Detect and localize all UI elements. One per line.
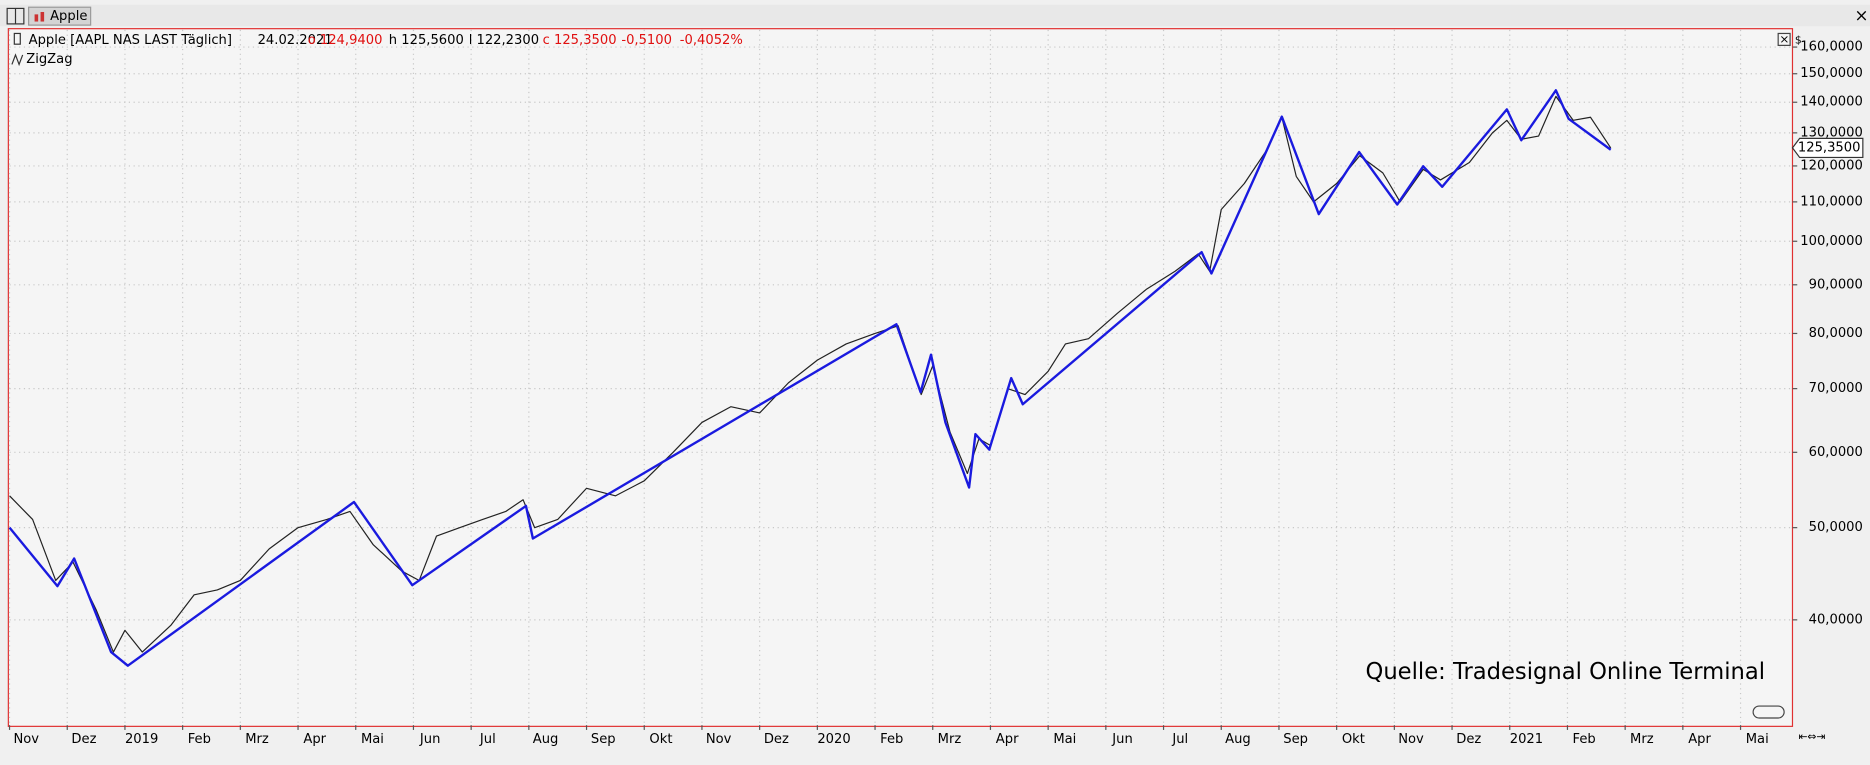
y-tick-label: 90,0000: [1809, 277, 1863, 292]
last-price-label: 125,3500: [1798, 140, 1861, 155]
x-tick-label: Apr: [996, 732, 1019, 747]
x-tick-label: Aug: [1225, 732, 1251, 747]
y-tick-label: 80,0000: [1809, 326, 1863, 341]
x-tick-label: Jul: [479, 732, 496, 747]
legend-series: Apple [AAPL NAS LAST Täglich]: [29, 33, 232, 48]
title-bar: [0, 4, 1870, 27]
legend-open: o 124,9400: [308, 33, 383, 48]
close-button[interactable]: ×: [1854, 6, 1868, 25]
legend-change-pct: -0,4052%: [680, 33, 743, 48]
x-tick-label: Sep: [591, 732, 616, 747]
y-tick-label: 150,0000: [1800, 66, 1863, 81]
x-tick-label: Okt: [649, 732, 672, 747]
y-tick-label: 130,0000: [1800, 125, 1863, 140]
legend-date: 24.02.2021: [258, 33, 333, 48]
x-tick-label: Jun: [419, 732, 440, 747]
marks: [8, 89, 1612, 667]
x-tick-label: Sep: [1283, 732, 1308, 747]
x-tick-label: Aug: [533, 732, 559, 747]
tab-icon: [34, 14, 39, 22]
x-tick-label: Mai: [1053, 732, 1076, 747]
x-tick-label: Dez: [764, 732, 789, 747]
x-tick-label: Feb: [1573, 732, 1596, 747]
x-tick-label: Nov: [13, 732, 39, 747]
candle-icon: [13, 32, 21, 45]
x-tick-label: Feb: [880, 732, 903, 747]
last-price-box: [1791, 137, 1864, 159]
legend-close: c 125,3500: [543, 33, 617, 48]
x-tick-label: Nov: [1398, 732, 1424, 747]
close-plot-x[interactable]: ×: [1779, 32, 1789, 46]
y-tick-label: 120,0000: [1800, 158, 1863, 173]
annotation: Quelle: Tradesignal Online Terminal: [1366, 659, 1766, 685]
y-tick-label: 140,0000: [1800, 95, 1863, 110]
legend-zigzag: ZigZag: [26, 52, 72, 67]
x-tick-label: Nov: [706, 732, 732, 747]
y-tick-label: 160,0000: [1800, 40, 1863, 55]
plot-area: [7, 28, 1794, 727]
x-tick-label: Mrz: [245, 732, 269, 747]
y-tick-label: 50,0000: [1809, 520, 1863, 535]
y-unit: $: [1795, 34, 1802, 47]
tab-icon: [40, 11, 45, 22]
close-plot[interactable]: [1777, 32, 1791, 46]
x-tick-label: 2020: [817, 732, 850, 747]
x-tick-label: Jun: [1111, 732, 1132, 747]
legend-change: -0,5100: [621, 33, 672, 48]
legend-low: l 122,2300: [469, 33, 539, 48]
x-tick-label: Okt: [1342, 732, 1365, 747]
y-tick-label: 60,0000: [1809, 445, 1863, 460]
x-tick-label: Mrz: [938, 732, 962, 747]
y-tick-label: 110,0000: [1800, 194, 1863, 209]
nav-arrows[interactable]: ⇤⇔⇥: [1798, 730, 1825, 743]
x-tick-label: Jul: [1171, 732, 1188, 747]
x-tick-label: Mai: [361, 732, 384, 747]
x-tick-label: Dez: [1456, 732, 1481, 747]
y-tick-label: 100,0000: [1800, 234, 1863, 249]
legend-high: h 125,5600: [389, 33, 464, 48]
y-tick-label: 70,0000: [1809, 381, 1863, 396]
x-tick-label: 2021: [1510, 732, 1543, 747]
x-tick-label: Mrz: [1630, 732, 1654, 747]
zigzag-icon: [11, 53, 24, 67]
zigzag-line: [8, 89, 1612, 667]
x-tick-label: Feb: [188, 732, 211, 747]
x-tick-label: Apr: [303, 732, 326, 747]
x-tick-label: Apr: [1688, 732, 1711, 747]
x-tick-label: Mai: [1746, 732, 1769, 747]
x-tick-label: 2019: [125, 732, 158, 747]
scroll-handle[interactable]: [1752, 705, 1785, 719]
x-tick-label: Dez: [71, 732, 96, 747]
y-tick-label: 40,0000: [1809, 612, 1863, 627]
tab-label[interactable]: Apple: [50, 9, 87, 24]
